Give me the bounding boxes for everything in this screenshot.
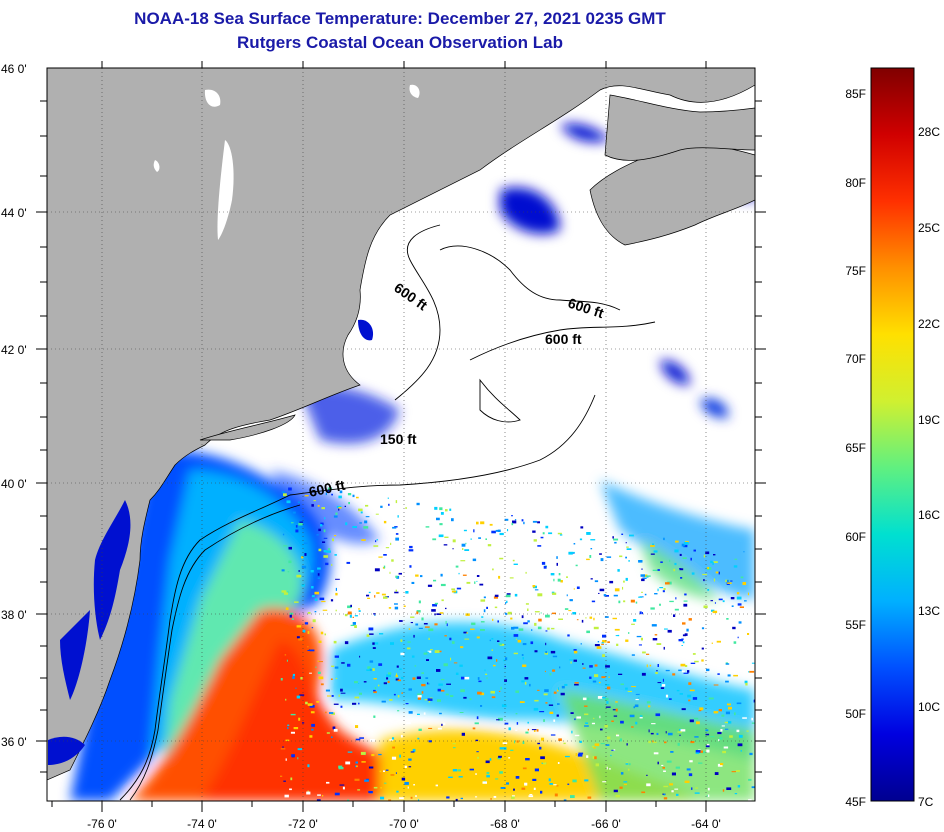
map-subtitle: Rutgers Coastal Ocean Observation Lab: [237, 33, 563, 52]
north-america-landmass: [47, 68, 755, 781]
sst-field: [48, 123, 755, 801]
colorbar-f-label: 80F: [845, 176, 866, 190]
lon-label: -72 0': [288, 817, 318, 831]
colorbar-c-label: 22C: [918, 317, 940, 331]
land-masses: [47, 68, 755, 781]
lat-label: 46 0': [1, 62, 27, 76]
lat-label: 36 0': [1, 735, 27, 749]
lon-label: -68 0': [490, 817, 520, 831]
lon-label: -70 0': [389, 817, 419, 831]
colorbar: [870, 67, 915, 802]
contour-label: 150 ft: [380, 431, 417, 447]
axis-ticks: [36, 61, 766, 812]
colorbar-c-label: 13C: [918, 604, 940, 618]
colorbar-f-label: 60F: [845, 530, 866, 544]
colorbar-c-labels: 28C 25C 22C 19C 16C 13C 10C 7C: [918, 125, 940, 809]
colorbar-f-label: 50F: [845, 707, 866, 721]
lon-label: -76 0': [87, 817, 117, 831]
contour-north-gulf: [439, 245, 621, 311]
lon-labels: -76 0' -74 0' -72 0' -70 0' -68 0' -66 0…: [87, 817, 721, 831]
colorbar-f-label: 75F: [845, 264, 866, 278]
lat-label: 38 0': [1, 608, 27, 622]
colorbar-f-labels: 85F 80F 75F 70F 65F 60F 55F 50F 45F: [845, 87, 866, 809]
contour-gulf-maine: [394, 224, 441, 401]
colorbar-c-label: 7C: [918, 795, 934, 809]
long-island-landmass: [199, 414, 296, 441]
sst-speckles: [280, 487, 755, 801]
lon-label: -74 0': [187, 817, 217, 831]
colorbar-f-label: 70F: [845, 352, 866, 366]
lat-labels: 46 0' 44 0' 42 0' 40 0' 38 0' 36 0': [1, 62, 27, 749]
contour-600ft-south: [119, 394, 596, 801]
contour-bank: [479, 378, 521, 423]
colorbar-c-label: 25C: [918, 221, 940, 235]
contour-label: 600 ft: [545, 331, 582, 347]
lat-label: 42 0': [1, 343, 27, 357]
contour-georges: [469, 321, 656, 361]
colorbar-c-label: 19C: [918, 413, 940, 427]
new-brunswick-landmass: [604, 94, 755, 161]
contour-150ft-shelf: [129, 504, 301, 801]
lon-label: -64 0': [691, 817, 721, 831]
lat-label: 40 0': [1, 477, 27, 491]
lat-label: 44 0': [1, 206, 27, 220]
colorbar-c-label: 28C: [918, 125, 940, 139]
colorbar-c-label: 10C: [918, 700, 940, 714]
colorbar-c-label: 16C: [918, 508, 940, 522]
contour-label: 600 ft: [307, 477, 346, 500]
map-title: NOAA-18 Sea Surface Temperature: Decembe…: [134, 9, 666, 28]
colorbar-f-label: 55F: [845, 618, 866, 632]
colorbar-f-label: 85F: [845, 87, 866, 101]
map-frame: [46, 67, 756, 802]
inland-lakes: [153, 84, 420, 240]
colorbar-f-label: 45F: [845, 795, 866, 809]
bathymetry-contours: [119, 224, 656, 801]
bay-water: [48, 319, 374, 765]
map-area: 600 ft 600 ft 600 ft 150 ft 600 ft: [47, 68, 755, 801]
lon-label: -66 0': [591, 817, 621, 831]
colorbar-f-label: 65F: [845, 441, 866, 455]
